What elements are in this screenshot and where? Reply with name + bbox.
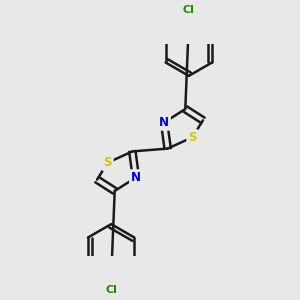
Text: Cl: Cl — [105, 286, 117, 296]
Text: N: N — [131, 171, 141, 184]
Text: S: S — [103, 156, 112, 169]
Text: N: N — [159, 116, 169, 129]
Text: S: S — [188, 131, 196, 144]
Text: Cl: Cl — [183, 4, 195, 14]
